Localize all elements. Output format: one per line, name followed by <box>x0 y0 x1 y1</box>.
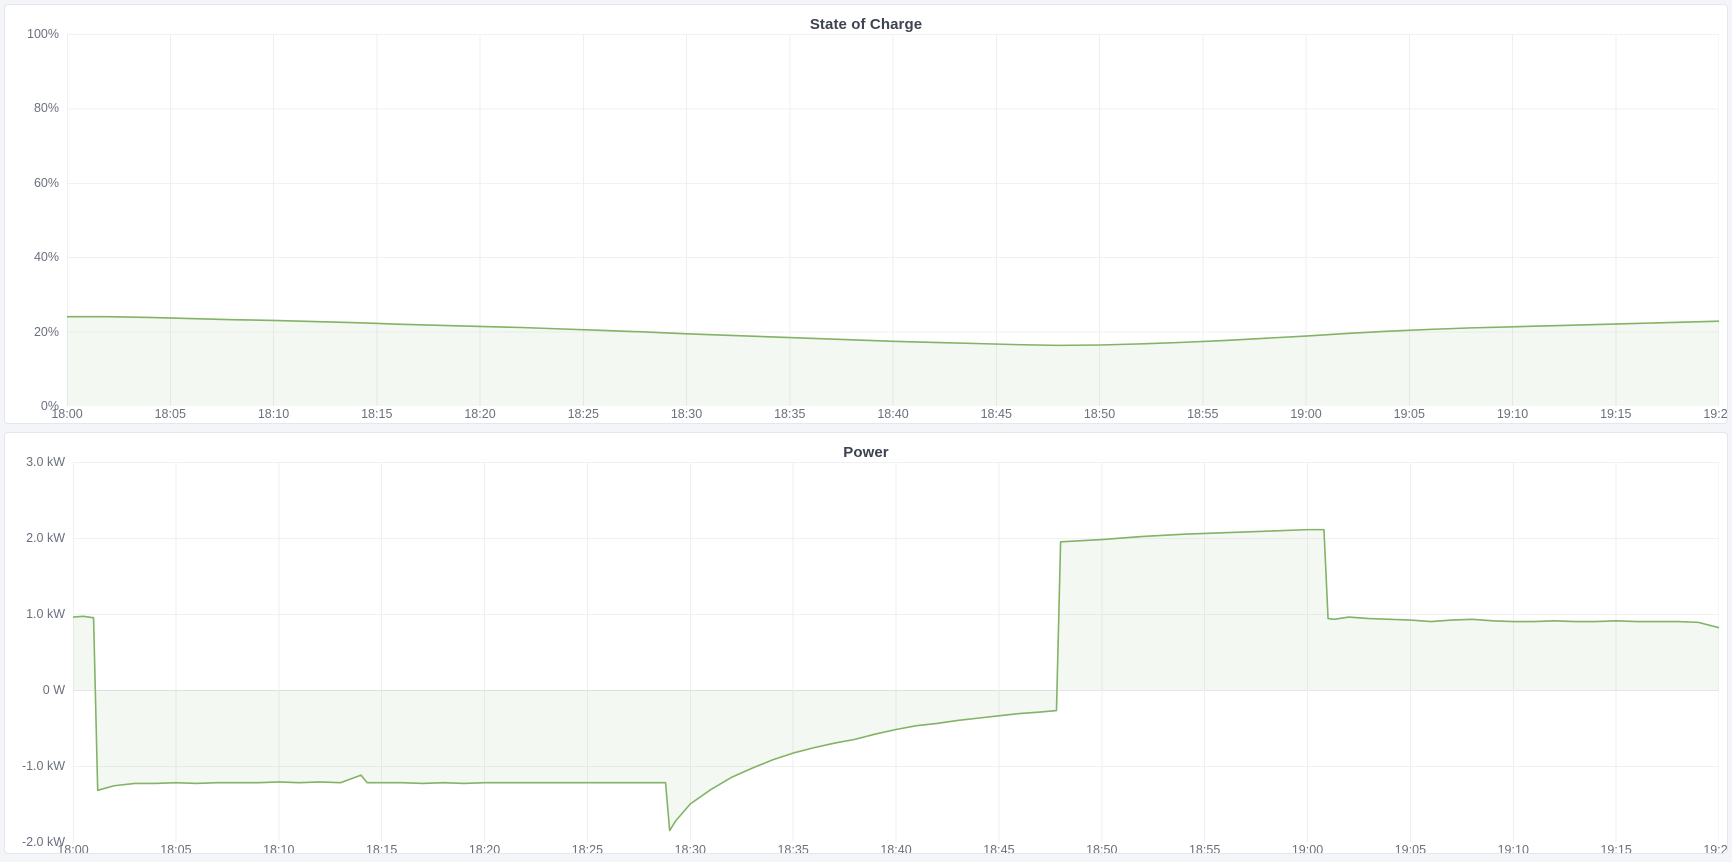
x-tick-label: 18:40 <box>880 843 912 854</box>
x-tick-label: 18:30 <box>674 843 706 854</box>
x-tick-label: 18:25 <box>567 407 599 421</box>
x-tick-label: 18:35 <box>777 843 809 854</box>
x-tick-label: 18:15 <box>365 843 398 854</box>
panel-title-state-of-charge: State of Charge <box>809 16 923 33</box>
x-tick-label: 18:30 <box>670 407 703 421</box>
y-tick-label: 0% <box>40 399 59 413</box>
x-tick-label: 18:10 <box>263 843 295 854</box>
plot-area-state-of-charge: 0% 20% 40% 60% 80% 100% <box>5 28 1727 413</box>
x-tick-label: 18:55 <box>1188 843 1221 854</box>
y-tick-label: 40% <box>33 250 59 265</box>
series-area <box>67 316 1719 406</box>
y-tick-label: 2.0 kW <box>26 531 65 545</box>
y-tick-label: 3.0 kW <box>26 455 65 469</box>
plot-area-power: -2.0 kW -1.0 kW 0 W 1.0 kW 2.0 kW 3.0 kW <box>5 456 1727 849</box>
x-tick-label: 19:15 <box>1600 407 1632 421</box>
x-tick-label: 18:55 <box>1187 407 1219 421</box>
panel-state-of-charge: State of Charge 0% 20% 40% 60% 80% 100% 18:00… <box>4 4 1728 424</box>
x-tick-label: 18:05 <box>160 843 192 854</box>
x-tick-label: 18:50 <box>1086 843 1118 854</box>
panel-title-power: Power <box>843 444 889 461</box>
x-tick-label: 19:20 <box>1703 843 1728 854</box>
y-tick-label: 1.0 kW <box>26 607 65 621</box>
x-tick-label: 18:20 <box>468 843 501 854</box>
x-tick-label: 19:00 <box>1291 843 1324 854</box>
panel-power: Power -2.0 kW -1.0 kW 0 W 1.0 kW 2.0 kW 3.0 k… <box>4 432 1728 854</box>
y-axis-state-of-charge: 0% 20% 40% 60% 80% 100% <box>5 28 67 413</box>
x-tick-label: 19:20 <box>1703 407 1728 421</box>
series-area <box>73 529 1719 831</box>
x-tick-label: 18:00 <box>51 407 83 421</box>
y-tick-label: 60% <box>33 175 59 190</box>
x-axis-power: 18:00 18:05 18:10 18:15 18:20 18:25 18:30 18:35… <box>5 842 1728 854</box>
series-line <box>73 530 1719 831</box>
y-tick-label: 20% <box>33 324 59 339</box>
y-tick-label: 80% <box>33 101 59 116</box>
x-tick-label: 18:20 <box>464 407 496 421</box>
x-tick-label: 19:10 <box>1496 407 1529 421</box>
chart-canvas-state-of-charge[interactable] <box>67 34 1719 406</box>
x-tick-label: 19:10 <box>1497 843 1529 854</box>
x-tick-label: 18:15 <box>361 407 393 421</box>
y-tick-label: 0 W <box>42 683 65 697</box>
x-tick-label: 18:35 <box>774 407 806 421</box>
x-tick-label: 18:10 <box>257 407 290 421</box>
x-tick-label: 19:00 <box>1290 407 1322 421</box>
chart-canvas-power[interactable] <box>73 462 1719 842</box>
y-axis-power: -2.0 kW -1.0 kW 0 W 1.0 kW 2.0 kW 3.0 kW <box>5 456 73 849</box>
x-axis-state-of-charge: 18:00 18:05 18:10 18:15 18:20 18:25 18:30 18:35… <box>5 406 1728 423</box>
y-tick-label: 100% <box>27 27 59 41</box>
series-line <box>67 317 1719 346</box>
x-tick-label: 19:15 <box>1600 843 1632 854</box>
y-tick-label: -2.0 kW <box>21 835 65 849</box>
x-tick-label: 18:45 <box>980 407 1012 421</box>
x-tick-label: 19:05 <box>1393 407 1425 421</box>
x-tick-label: 18:40 <box>877 407 909 421</box>
x-tick-label: 18:05 <box>154 407 186 421</box>
x-tick-label: 18:25 <box>571 843 604 854</box>
x-tick-label: 19:05 <box>1394 843 1427 854</box>
x-tick-label: 18:00 <box>57 843 89 854</box>
x-tick-label: 18:45 <box>983 843 1015 854</box>
y-tick-label: -1.0 kW <box>21 759 65 773</box>
x-tick-label: 18:50 <box>1083 407 1116 421</box>
